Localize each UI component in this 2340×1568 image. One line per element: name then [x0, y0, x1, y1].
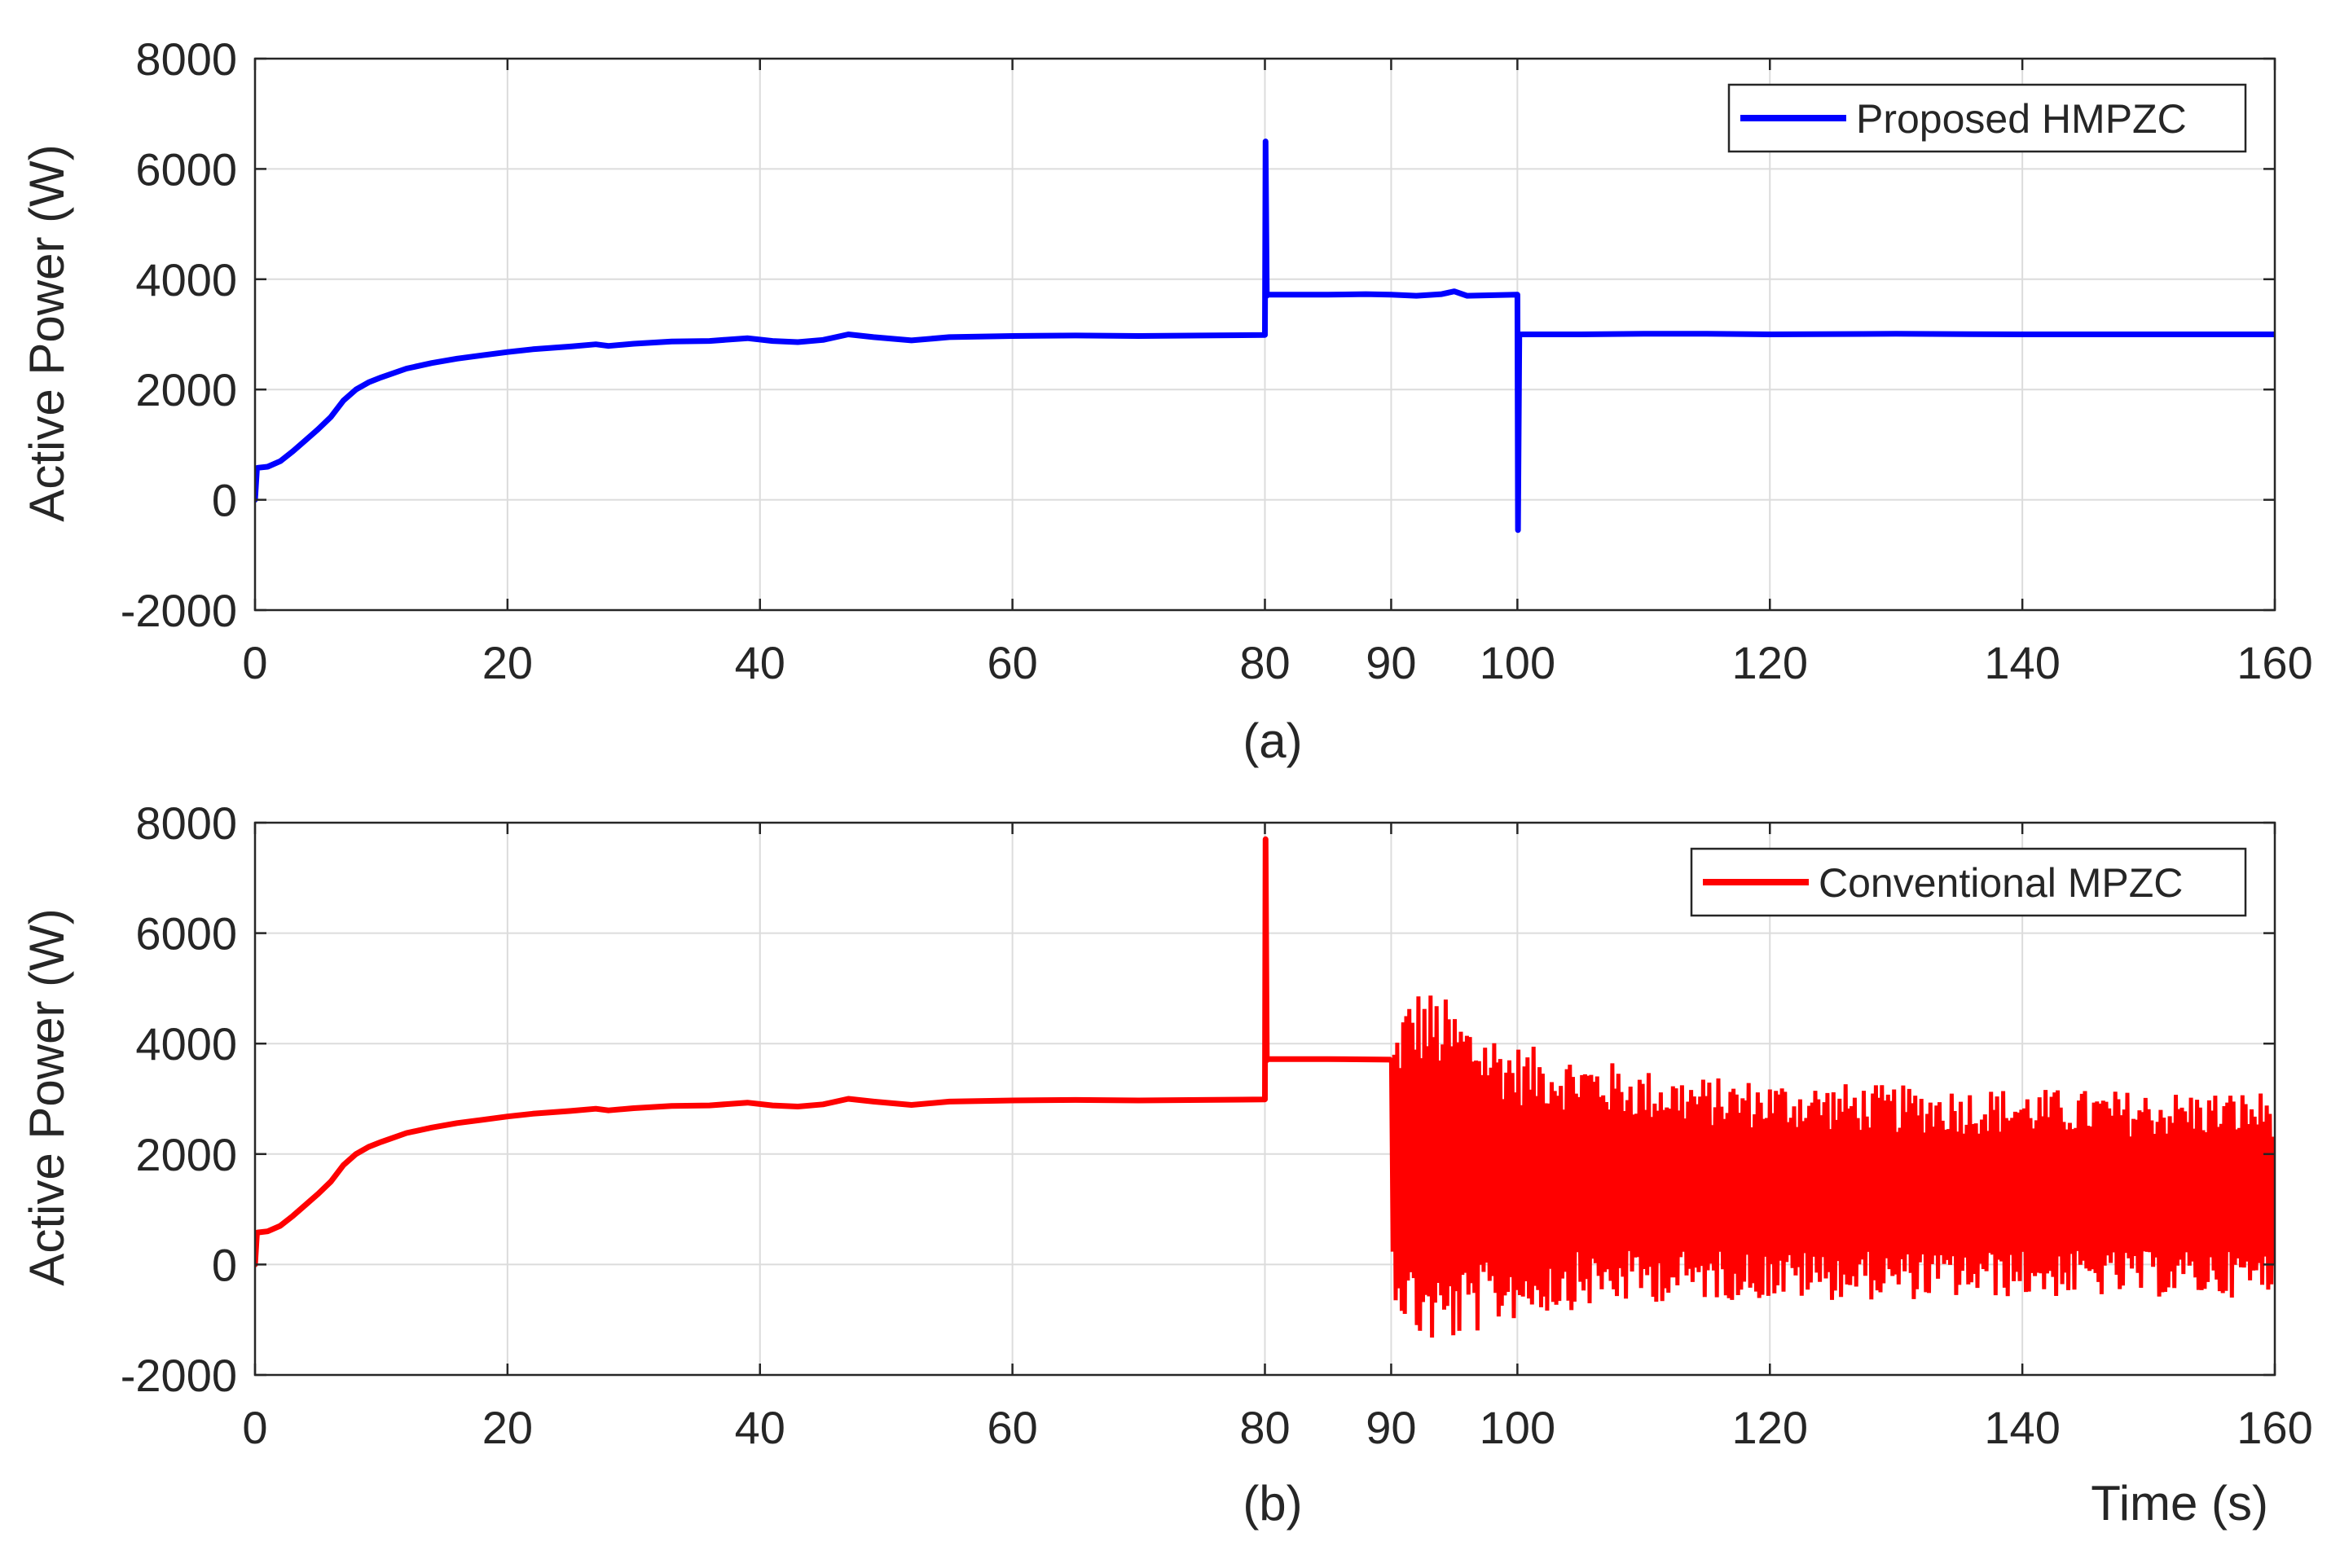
- y-tick-label: 0: [212, 475, 237, 526]
- y-tick-label: 0: [212, 1239, 237, 1290]
- chart-b-legend: Conventional MPZC: [1690, 847, 2247, 917]
- x-tick-label: 140: [1984, 1402, 2060, 1453]
- x-tick-label: 60: [987, 637, 1037, 688]
- chart-b-data: [255, 836, 2275, 1338]
- x-tick-label: 40: [735, 637, 785, 688]
- y-tick-label: 8000: [135, 797, 237, 849]
- series-line-a-0: [255, 138, 2275, 534]
- x-tick-label: 160: [2237, 637, 2312, 688]
- x-tick-label: 80: [1239, 1402, 1290, 1453]
- x-tick-label: 80: [1239, 637, 1290, 688]
- x-tick-label: 100: [1480, 637, 1555, 688]
- x-tick-label: 90: [1366, 637, 1416, 688]
- y-tick-label: -2000: [121, 585, 237, 636]
- x-tick-label: 40: [735, 1402, 785, 1453]
- x-tick-label: 0: [242, 637, 267, 688]
- y-tick-label: 2000: [135, 1129, 237, 1180]
- chart-panel-b: Active Power (W) (b) Time (s) 0 20 40 60 80 9…: [20, 797, 2313, 1531]
- y-tick-label: 6000: [135, 143, 237, 195]
- x-tick-label: 90: [1366, 1402, 1416, 1453]
- x-tick-label: 20: [482, 1402, 533, 1453]
- chart-a-data: [255, 138, 2275, 534]
- x-tick-label: 120: [1732, 637, 1808, 688]
- chart-a-legend: Proposed HMPZC: [1727, 83, 2247, 153]
- x-tick-label: 20: [482, 637, 533, 688]
- y-tick-label: -2000: [121, 1350, 237, 1401]
- chart-b-xlabel: Time (s): [2091, 1476, 2268, 1531]
- series-line-b-0: [255, 836, 1393, 1267]
- series-oscillation-b: [1388, 995, 2275, 1338]
- legend-label: Proposed HMPZC: [1856, 96, 2187, 142]
- y-tick-label: 4000: [135, 1018, 237, 1069]
- chart-a-ylabel: Active Power (W): [20, 144, 74, 521]
- legend-label: Conventional MPZC: [1819, 860, 2183, 906]
- chart-b-caption: (b): [1243, 1476, 1302, 1531]
- y-tick-label: 8000: [135, 33, 237, 85]
- x-tick-label: 120: [1732, 1402, 1808, 1453]
- y-tick-label: 6000: [135, 908, 237, 960]
- chart-panel-a: Active Power (W) (a) 0 20 40 60 80 90 100 120 14…: [20, 33, 2313, 768]
- x-tick-label: 0: [242, 1402, 267, 1453]
- x-tick-label: 140: [1984, 637, 2060, 688]
- y-tick-label: 2000: [135, 364, 237, 415]
- x-tick-label: 60: [987, 1402, 1037, 1453]
- chart-a-caption: (a): [1243, 714, 1302, 768]
- y-tick-label: 4000: [135, 254, 237, 305]
- chart-b-ylabel: Active Power (W): [20, 908, 74, 1285]
- x-tick-label: 100: [1480, 1402, 1555, 1453]
- x-tick-label: 160: [2237, 1402, 2312, 1453]
